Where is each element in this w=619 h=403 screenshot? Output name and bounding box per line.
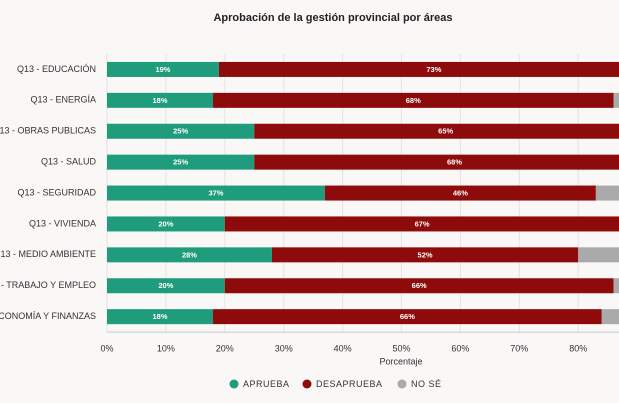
y-tick-label: Q13 - VIVIENDA bbox=[29, 218, 96, 228]
data-label: 20% bbox=[158, 219, 173, 228]
data-label: 18% bbox=[153, 96, 168, 105]
bar-segment bbox=[107, 309, 214, 325]
legend-label: DESAPRUEBA bbox=[316, 379, 383, 389]
data-label: 18% bbox=[153, 312, 168, 321]
bar-segment bbox=[107, 123, 255, 139]
bar-segment bbox=[107, 278, 225, 294]
bar-segment bbox=[271, 247, 579, 263]
bar-segment bbox=[595, 185, 619, 201]
bar-segment bbox=[254, 154, 619, 170]
legend-item: DESAPRUEBA bbox=[302, 379, 383, 389]
bar-segment bbox=[324, 185, 596, 201]
bar-segment bbox=[107, 154, 255, 170]
data-label: 20% bbox=[158, 281, 173, 290]
y-tick-label: Q13 - ENERGÍA bbox=[30, 95, 96, 105]
bar-segment bbox=[107, 216, 225, 232]
x-tick-label: 30% bbox=[275, 343, 293, 353]
x-tick-label: 0% bbox=[100, 343, 113, 353]
legend-swatch bbox=[397, 379, 407, 389]
y-tick-label: Q13 - OBRAS PUBLICAS bbox=[0, 126, 96, 136]
x-tick-label: 80% bbox=[569, 343, 587, 353]
legend-item: APRUEBA bbox=[229, 379, 290, 389]
data-label: 52% bbox=[418, 250, 433, 259]
data-label: 25% bbox=[173, 127, 188, 136]
data-label: 28% bbox=[182, 250, 197, 259]
data-label: 68% bbox=[447, 158, 462, 167]
x-tick-label: 50% bbox=[392, 343, 410, 353]
y-tick-label: Q13 - SALUD bbox=[41, 157, 97, 167]
data-label: 67% bbox=[415, 219, 430, 228]
legend-swatch bbox=[302, 379, 312, 389]
data-label: 66% bbox=[412, 281, 427, 290]
bar-segment bbox=[107, 185, 325, 201]
data-label: 65% bbox=[438, 127, 453, 136]
bar-segment bbox=[224, 278, 614, 294]
x-tick-label: 40% bbox=[334, 343, 352, 353]
bar-segment bbox=[601, 309, 619, 325]
bar-segment bbox=[213, 309, 602, 325]
bar-segment bbox=[613, 278, 619, 294]
legend-item: NO SÉ bbox=[397, 379, 442, 389]
y-tick-label: Q13 - TRABAJO Y EMPLEO bbox=[0, 280, 96, 290]
y-tick-label: Q13 - MEDIO AMBIENTE bbox=[0, 249, 96, 259]
data-label: 46% bbox=[453, 189, 468, 198]
legend-label: APRUEBA bbox=[243, 379, 290, 389]
bar-segment bbox=[613, 92, 619, 108]
x-tick-label: 60% bbox=[451, 343, 469, 353]
data-label: 73% bbox=[426, 65, 441, 74]
bar-segment bbox=[107, 92, 214, 108]
y-tick-label: Q13 - ECONOMÍA Y FINANZAS bbox=[0, 311, 96, 321]
bar-segment bbox=[107, 61, 219, 77]
bar-segment bbox=[224, 216, 619, 232]
bar-segment bbox=[254, 123, 619, 139]
x-axis-title: Porcentaje bbox=[379, 356, 422, 366]
y-tick-label: Q13 - EDUCACIÓN bbox=[17, 64, 96, 74]
legend-swatch bbox=[229, 379, 239, 389]
bar-segment bbox=[213, 92, 614, 108]
data-label: 66% bbox=[400, 312, 415, 321]
data-label: 37% bbox=[208, 189, 223, 198]
x-tick-label: 10% bbox=[157, 343, 175, 353]
bar-segment bbox=[578, 247, 619, 263]
x-tick-label: 20% bbox=[216, 343, 234, 353]
data-label: 25% bbox=[173, 158, 188, 167]
data-label: 19% bbox=[155, 65, 170, 74]
bar-segment bbox=[218, 61, 619, 77]
y-tick-label: Q13 - SEGURIDAD bbox=[17, 187, 96, 197]
data-label: 68% bbox=[406, 96, 421, 105]
bar-segment bbox=[107, 247, 272, 263]
chart-title: Aprobación de la gestión provincial por … bbox=[213, 12, 452, 24]
legend-label: NO SÉ bbox=[411, 379, 442, 389]
x-tick-label: 70% bbox=[510, 343, 528, 353]
